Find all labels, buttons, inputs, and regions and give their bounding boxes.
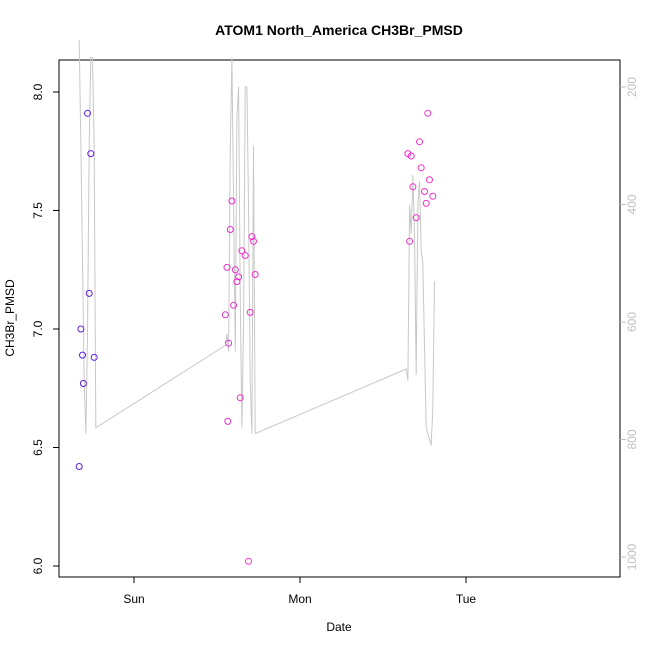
data-point bbox=[406, 237, 414, 245]
data-point bbox=[238, 247, 246, 255]
y2-axis: 200 400 600 800 1000 bbox=[620, 77, 639, 570]
altitude-series-layer bbox=[78, 39, 435, 446]
y2-tick-label: 200 bbox=[625, 77, 639, 97]
y-tick-label: 8.0 bbox=[31, 83, 45, 100]
data-point bbox=[223, 263, 231, 271]
y-tick-label: 6.0 bbox=[31, 557, 45, 574]
data-point bbox=[226, 226, 234, 233]
data-point bbox=[85, 289, 93, 297]
data-point bbox=[235, 273, 243, 281]
data-point bbox=[409, 183, 417, 191]
data-point bbox=[422, 199, 430, 207]
x-axis-label: Date bbox=[326, 620, 352, 634]
data-point bbox=[412, 214, 420, 222]
y2-tick-label: 1000 bbox=[625, 543, 639, 570]
data-point bbox=[416, 138, 423, 146]
y2-tick-label: 400 bbox=[625, 194, 639, 214]
y-tick-label: 7.5 bbox=[31, 202, 45, 219]
data-point bbox=[241, 252, 249, 259]
data-point bbox=[225, 339, 233, 347]
y2-tick-label: 800 bbox=[625, 429, 639, 449]
data-point bbox=[424, 109, 432, 117]
x-tick-label: Sun bbox=[123, 592, 144, 606]
y-tick-label: 7.0 bbox=[31, 320, 45, 337]
x-axis: Sun Mon Tue bbox=[123, 577, 476, 606]
data-point bbox=[429, 192, 437, 200]
scatter-points-layer bbox=[75, 109, 437, 565]
data-point bbox=[246, 308, 254, 316]
chart-title: ATOM1 North_America CH3Br_PMSD bbox=[215, 22, 463, 38]
data-point bbox=[90, 353, 98, 361]
y2-tick-label: 600 bbox=[625, 312, 639, 332]
data-point bbox=[248, 233, 256, 241]
data-point bbox=[224, 417, 232, 425]
data-point bbox=[87, 150, 95, 158]
data-point bbox=[228, 197, 236, 205]
data-point bbox=[426, 176, 433, 184]
y-axis: 6.0 6.5 7.0 7.5 8.0 bbox=[31, 83, 59, 574]
data-point bbox=[221, 311, 229, 319]
data-point bbox=[230, 301, 238, 309]
y-axis-label: CH3Br_PMSD bbox=[3, 279, 17, 357]
x-tick-label: Tue bbox=[456, 592, 477, 606]
data-point bbox=[233, 278, 241, 286]
altitude-line bbox=[78, 39, 435, 446]
data-point bbox=[77, 325, 85, 333]
data-point bbox=[250, 237, 257, 245]
data-point bbox=[251, 271, 259, 278]
data-point bbox=[79, 351, 86, 359]
y-tick-label: 6.5 bbox=[31, 439, 45, 456]
data-point bbox=[421, 188, 428, 195]
x-tick-label: Mon bbox=[288, 592, 311, 606]
data-point bbox=[417, 164, 425, 172]
data-point bbox=[231, 266, 239, 274]
data-point bbox=[245, 557, 252, 565]
data-point bbox=[84, 109, 91, 117]
data-point bbox=[236, 394, 244, 402]
data-point bbox=[407, 152, 415, 160]
plot-box bbox=[58, 59, 621, 578]
data-point bbox=[75, 463, 83, 470]
data-point bbox=[79, 380, 87, 387]
